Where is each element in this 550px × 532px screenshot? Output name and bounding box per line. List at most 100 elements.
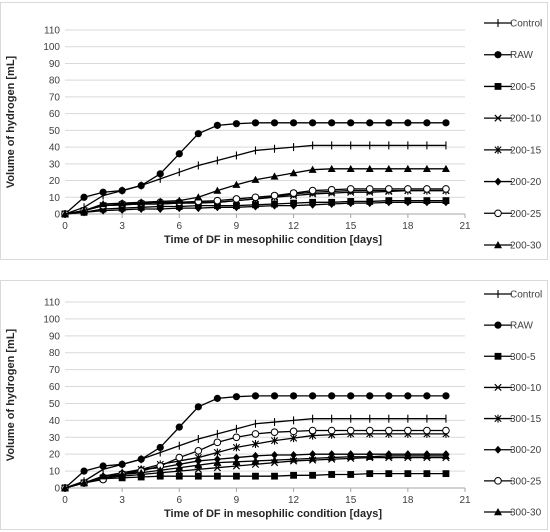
data-point (213, 186, 222, 194)
data-point (289, 434, 298, 443)
data-point (251, 119, 260, 127)
data-point (404, 426, 412, 435)
data-point (442, 198, 450, 207)
data-point (61, 484, 69, 492)
legend-marker (494, 51, 502, 59)
x-axis-title: Time of DF in mesophilic condition [days… (164, 234, 382, 246)
data-point (175, 472, 183, 480)
data-point (194, 193, 203, 201)
data-point (423, 119, 431, 127)
y-tick-label: 100 (43, 314, 60, 325)
data-point (270, 191, 279, 200)
y-tick-label: 20 (49, 176, 61, 187)
data-point (384, 164, 393, 173)
data-point (404, 185, 412, 193)
data-point (232, 393, 241, 401)
data-point (99, 188, 107, 196)
data-point (270, 436, 279, 445)
legend-label: 300-25 (510, 476, 542, 487)
data-point (233, 472, 240, 480)
data-point (175, 150, 183, 158)
data-point (175, 463, 184, 471)
data-point (194, 204, 202, 213)
data-point (232, 443, 241, 452)
data-point (308, 186, 317, 195)
legend-marker (494, 321, 502, 329)
data-point (137, 204, 145, 213)
data-point (213, 394, 221, 402)
data-point (271, 201, 279, 210)
data-point (309, 392, 317, 400)
x-tick-label: 21 (459, 221, 471, 232)
y-tick-label: 10 (49, 467, 61, 478)
data-point (137, 198, 146, 206)
data-point (118, 470, 127, 478)
data-point (232, 180, 241, 188)
data-point (194, 130, 202, 138)
data-point (213, 196, 222, 205)
data-point (156, 170, 164, 178)
legend-marker (494, 83, 502, 90)
data-point (309, 471, 317, 479)
x-tick-label: 15 (345, 495, 357, 506)
data-point (251, 202, 259, 211)
data-point (423, 185, 431, 193)
data-point (309, 200, 317, 209)
data-point (309, 119, 317, 127)
legend-marker (494, 114, 502, 122)
data-point (366, 199, 374, 208)
y-tick-label: 20 (49, 450, 61, 461)
data-point (80, 467, 88, 475)
chart-bottom: 0 10 20 30 40 50 60 70 80 90 100 110 0 3 6 9 12 15 18 21 Tim… (5, 290, 542, 521)
x-tick-label: 18 (402, 495, 414, 506)
x-tick-label: 3 (119, 495, 125, 506)
data-point (156, 472, 164, 480)
y-tick-label: 90 (49, 59, 61, 70)
legend-marker (494, 177, 502, 186)
series-200-30 (61, 164, 450, 218)
data-point (423, 426, 431, 435)
x-axis-title: Time of DF in mesophilic condition [days… (164, 508, 382, 520)
y-tick-label: 100 (43, 42, 60, 53)
x-tick-label: 12 (288, 495, 300, 506)
data-point (213, 458, 222, 466)
legend-label: 200-15 (510, 145, 542, 156)
chart-frame (0, 2, 548, 260)
legend-entry: 200-20 (484, 177, 542, 188)
data-point (213, 472, 221, 480)
data-point (80, 193, 88, 201)
data-point (99, 462, 107, 470)
data-point (327, 185, 336, 194)
data-point (232, 203, 240, 212)
data-point (251, 392, 260, 400)
data-point (327, 453, 336, 461)
data-point (232, 457, 241, 465)
data-point (289, 455, 298, 463)
x-tick-label: 21 (459, 495, 471, 506)
data-point (422, 164, 431, 173)
legend-marker (494, 508, 502, 516)
legend-entry: 200-5 (484, 82, 536, 93)
legend-label: 300-20 (510, 445, 542, 456)
data-point (194, 447, 203, 455)
data-point (385, 470, 393, 478)
chart-panel-top: 0 10 20 30 40 50 60 70 80 90 100 110 0 3 6 9 12 15 18 21 Tim… (0, 2, 550, 262)
y-tick-label: 10 (49, 193, 61, 204)
y-tick-label: 0 (54, 484, 60, 495)
data-point (327, 164, 336, 173)
data-point (403, 451, 412, 460)
data-point (403, 164, 412, 173)
data-point (385, 119, 393, 127)
y-tick-label: 90 (49, 331, 61, 342)
data-point (347, 392, 355, 400)
data-point (118, 205, 126, 214)
y-tick-label: 40 (49, 416, 61, 427)
data-point (213, 438, 222, 447)
data-point (80, 478, 89, 487)
data-point (346, 164, 355, 173)
data-point (346, 426, 355, 435)
data-point (175, 453, 184, 462)
data-point (441, 164, 450, 173)
legend-entry: RAW (484, 321, 534, 332)
legend-marker (494, 414, 502, 423)
